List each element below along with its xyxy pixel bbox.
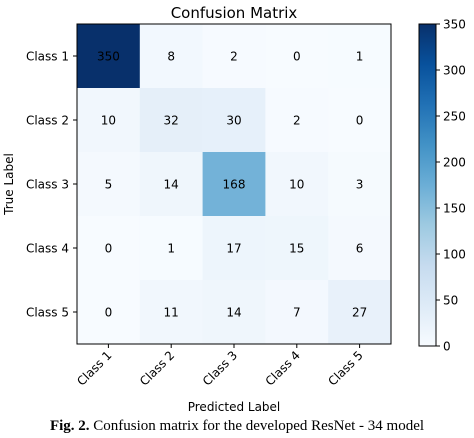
cell-value-label: 1 — [356, 50, 364, 64]
heatmap-cell — [328, 216, 392, 281]
y-tick-label: Class 4 — [26, 242, 69, 256]
cell-value-label: 3 — [356, 178, 364, 192]
heatmap-cell — [77, 280, 141, 345]
colorbar-tick-label: 250 — [443, 110, 466, 124]
heatmap-cell — [202, 152, 266, 217]
x-tick-label: Class 3 — [200, 348, 240, 388]
colorbar-ticks: 0 50 100 150 200 250 300 350 — [436, 18, 466, 354]
cell-value-label: 5 — [105, 178, 113, 192]
heatmap-cell — [328, 152, 392, 217]
heatmap-cell — [77, 88, 141, 153]
cell-value-label: 27 — [352, 306, 367, 320]
cell-value-label: 10 — [289, 178, 304, 192]
heatmap-cell — [202, 24, 266, 89]
heatmap-cell — [139, 88, 204, 153]
heatmap-cell — [202, 88, 266, 153]
cell-value-label: 14 — [226, 306, 241, 320]
colorbar-tick-label: 0 — [443, 340, 451, 354]
cell-value-label: 32 — [164, 114, 179, 128]
colorbar-tick-label: 50 — [443, 294, 458, 308]
cell-value-label: 0 — [105, 306, 113, 320]
heatmap-cell — [265, 216, 329, 281]
cell-value-label: 14 — [164, 178, 179, 192]
y-tick-label: Class 2 — [26, 114, 69, 128]
chart-title: Confusion Matrix — [171, 4, 298, 22]
heatmap-cell — [77, 24, 141, 89]
cell-value-label: 7 — [293, 306, 301, 320]
x-tick-label: Class 5 — [325, 348, 365, 388]
x-tick-label: Class 2 — [137, 348, 177, 388]
colorbar — [418, 23, 437, 347]
y-axis-ticks: Class 1 Class 2 Class 3 Class 4 Class 5 — [26, 50, 77, 320]
colorbar-tick-label: 350 — [443, 18, 466, 32]
x-tick-label: Class 4 — [263, 348, 303, 388]
cell-value-label: 8 — [167, 50, 175, 64]
heatmap-cell — [139, 216, 204, 281]
colorbar-tick-label: 300 — [443, 64, 466, 78]
heatmap-cell — [77, 216, 141, 281]
heatmap-cell — [202, 216, 266, 281]
cell-value-label: 1 — [167, 242, 175, 256]
heatmap-cell — [328, 24, 392, 89]
cell-value-label: 350 — [97, 50, 120, 64]
x-axis-label: Predicted Label — [188, 400, 281, 414]
x-axis-ticks: Class 1 Class 2 Class 3 Class 4 Class 5 — [74, 344, 366, 389]
heatmap-cell — [139, 24, 204, 89]
y-tick-label: Class 5 — [26, 306, 69, 320]
heatmap-cell — [265, 152, 329, 217]
cell-value-label: 2 — [293, 114, 301, 128]
caption-text: Confusion matrix for the developed ResNe… — [93, 418, 425, 434]
y-tick-label: Class 1 — [26, 50, 69, 64]
caption-label: Fig. 2. — [49, 418, 90, 434]
heatmap-cell — [265, 280, 329, 345]
heatmap-cell — [202, 280, 266, 345]
x-tick-label: Class 1 — [74, 348, 114, 388]
cell-value-label: 0 — [356, 114, 364, 128]
plot-frame — [76, 23, 392, 345]
cell-value-label: 6 — [356, 242, 364, 256]
cell-value-label: 17 — [226, 242, 241, 256]
heatmap-cell-labels: 350 8 2 0 110 32 30 2 05 14 168 10 30 1 17 15 60 11 14 7 27 — [97, 50, 367, 320]
heatmap-cell — [265, 24, 329, 89]
cell-value-label: 15 — [289, 242, 304, 256]
colorbar-tick-label: 100 — [443, 248, 466, 262]
cell-value-label: 11 — [164, 306, 179, 320]
figure-caption: Fig. 2. Confusion matrix for the develop… — [0, 418, 474, 435]
colorbar-tick-label: 150 — [443, 202, 466, 216]
cell-value-label: 10 — [101, 114, 116, 128]
cell-value-label: 30 — [226, 114, 241, 128]
cell-value-label: 0 — [293, 50, 301, 64]
y-tick-label: Class 3 — [26, 178, 69, 192]
heatmap-cell — [139, 280, 204, 345]
heatmap-cell — [139, 152, 204, 217]
colorbar-tick-label: 200 — [443, 156, 466, 170]
heatmap-cell — [328, 280, 392, 345]
cell-value-label: 0 — [105, 242, 113, 256]
heatmap-cells — [77, 24, 392, 345]
cell-value-label: 2 — [230, 50, 238, 64]
heatmap-cell — [265, 88, 329, 153]
heatmap-cell — [328, 88, 392, 153]
cell-value-label: 168 — [223, 178, 246, 192]
y-axis-label: True Label — [2, 153, 16, 216]
heatmap-cell — [77, 152, 141, 217]
